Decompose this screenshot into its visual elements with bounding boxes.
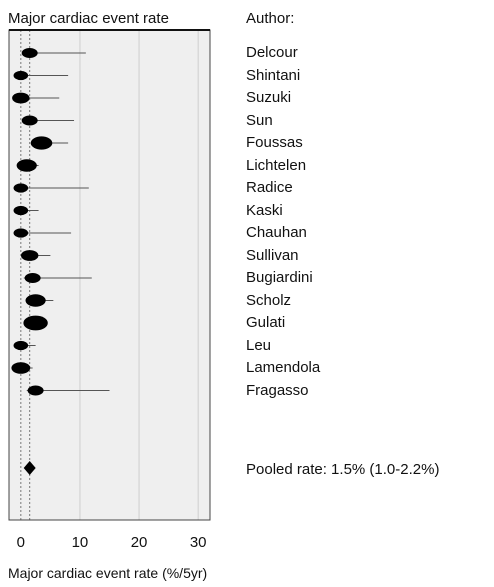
point-estimate-9 (20, 250, 39, 261)
author-label: Radice (246, 179, 293, 196)
point-estimate-5 (16, 159, 37, 172)
author-label: Bugiardini (246, 269, 313, 286)
point-estimate-15 (27, 385, 44, 396)
x-tick-label: 20 (130, 534, 148, 551)
author-label: Kaski (246, 201, 283, 219)
pooled-rate-label: Pooled rate: 1.5% (1.0-2.2%) (246, 461, 440, 478)
x-tick-label: 10 (71, 534, 89, 551)
point-estimate-13 (13, 340, 29, 351)
point-estimate-11 (25, 294, 46, 307)
author-label: Lichtelen (246, 156, 307, 174)
author-label: Chauhan (246, 224, 307, 241)
pooled-diamond (23, 461, 36, 475)
author-label: Scholz (246, 291, 292, 309)
x-tick-label: 0 (16, 534, 25, 551)
point-estimate-3 (21, 115, 38, 126)
point-estimate-4 (30, 136, 53, 150)
author-label: Leu (246, 336, 272, 354)
point-estimate-0 (21, 48, 38, 58)
author-label: Sullivan (246, 246, 299, 264)
point-estimate-14 (11, 362, 31, 374)
author-label: Suzuki (246, 89, 292, 106)
author-label: Lamendola (246, 359, 321, 376)
author-column-header: Author: (246, 10, 295, 27)
author-label: Sun (246, 111, 273, 129)
plot-background (9, 30, 210, 520)
point-estimate-12 (23, 315, 48, 331)
point-estimate-8 (13, 228, 29, 238)
x-axis-label: Major cardiac event rate (%/5yr) (8, 565, 208, 581)
x-tick-label: 30 (189, 534, 207, 551)
author-label: Shintani (246, 66, 301, 84)
point-estimate-6 (13, 183, 29, 193)
point-estimate-7 (13, 205, 29, 216)
chart-title: Major cardiac event rate (8, 10, 169, 27)
author-label: Gulati (246, 314, 286, 331)
point-estimate-10 (24, 273, 41, 283)
author-label: Foussas (246, 134, 303, 151)
point-estimate-2 (12, 92, 30, 104)
author-label: Fragasso (246, 381, 309, 399)
point-estimate-1 (13, 70, 29, 81)
author-label: Delcour (246, 44, 298, 61)
